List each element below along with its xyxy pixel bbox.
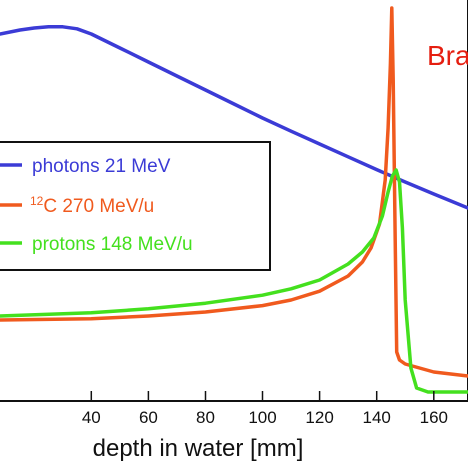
legend-label-photons: photons 21 MeV (32, 156, 171, 177)
x-tick-label: 40 (82, 408, 101, 427)
bragg-annotation: Bra (427, 40, 468, 71)
x-tick-label: 160 (420, 408, 448, 427)
legend-label-carbon: 12C 270 MeV/u (30, 194, 154, 217)
x-tick-label: 100 (248, 408, 276, 427)
x-tick-label: 120 (305, 408, 333, 427)
plot-frame (0, 0, 468, 402)
legend-item-carbon: 12C 270 MeV/u (0, 194, 154, 217)
x-axis-title: depth in water [mm] (93, 435, 304, 462)
legend-label-protons: protons 148 MeV/u (32, 234, 193, 255)
legend-item-protons: protons 148 MeV/u (0, 234, 193, 255)
series-layer (0, 6, 468, 394)
legend: photons 21 MeV 12C 270 MeV/u protons 148… (0, 141, 271, 271)
plot-area (0, 0, 468, 402)
x-tick-label: 60 (139, 408, 158, 427)
x-tick-label: 140 (363, 408, 391, 427)
legend-box (0, 141, 271, 271)
series-line-photons (0, 25, 468, 210)
legend-item-photons: photons 21 MeV (0, 156, 171, 177)
x-tick-label: 80 (196, 408, 215, 427)
series-line-protons (0, 168, 468, 394)
series-line-carbon (0, 6, 468, 378)
x-axis: 40 60 80 100 120 140 160 (82, 391, 448, 427)
